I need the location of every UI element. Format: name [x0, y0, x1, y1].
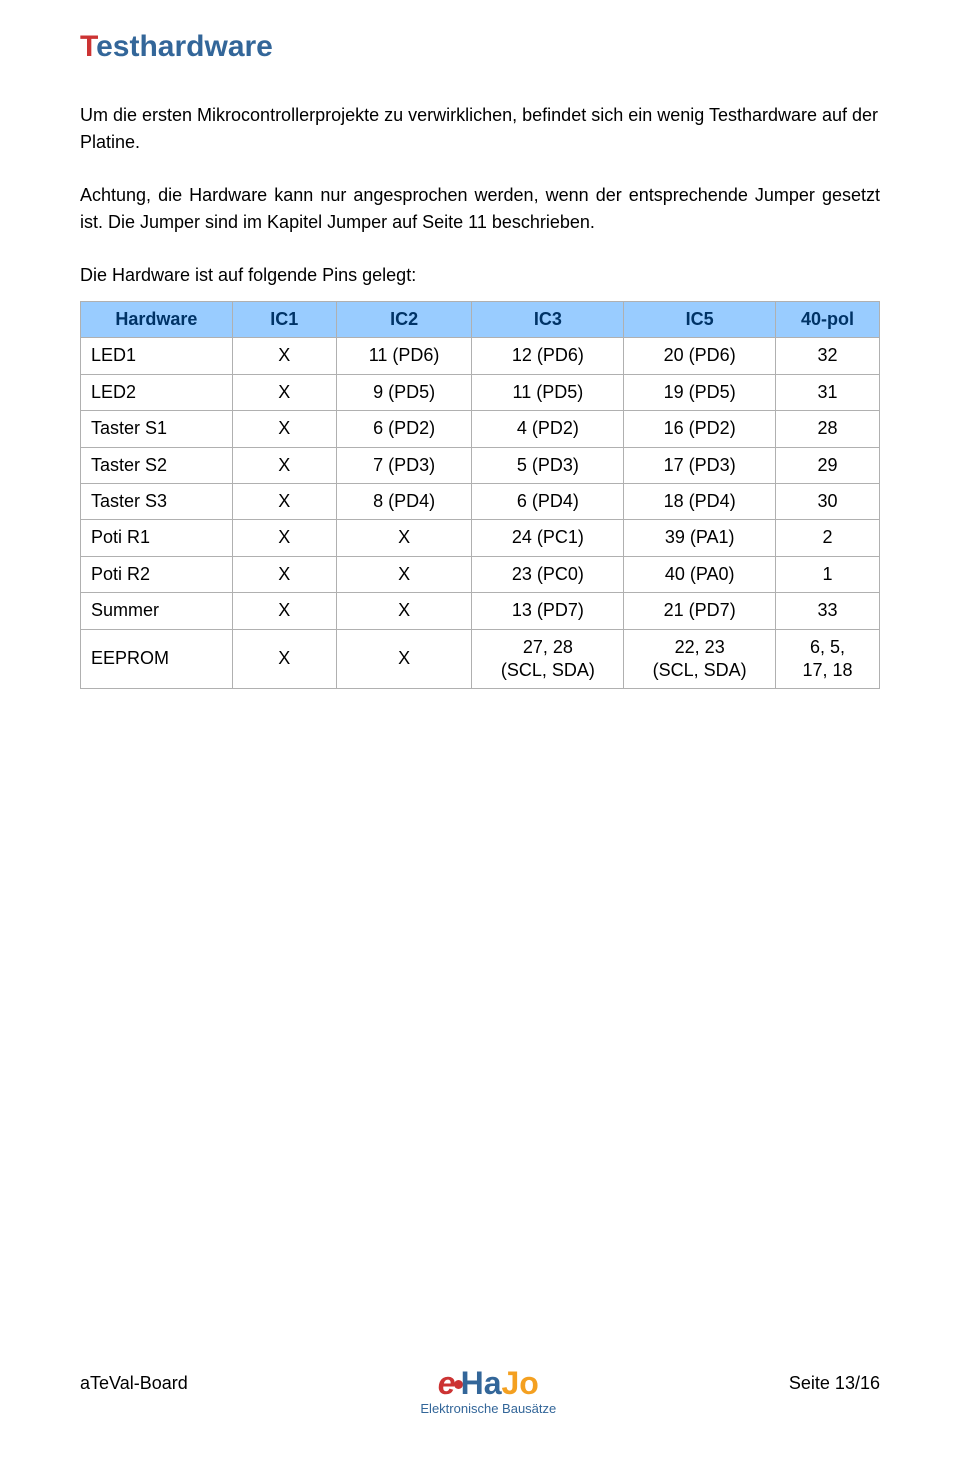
- table-cell: X: [232, 374, 336, 410]
- table-cell: 6 (PD2): [336, 411, 472, 447]
- table-header-row: HardwareIC1IC2IC3IC540-pol: [81, 302, 880, 338]
- table-cell: 9 (PD5): [336, 374, 472, 410]
- table-cell: 13 (PD7): [472, 593, 624, 629]
- hardware-pin-table: HardwareIC1IC2IC3IC540-pol LED1X11 (PD6)…: [80, 301, 880, 689]
- table-cell: 7 (PD3): [336, 447, 472, 483]
- table-row: Taster S1X6 (PD2)4 (PD2)16 (PD2)28: [81, 411, 880, 447]
- title-rest: esthardware: [96, 30, 273, 63]
- table-cell: 12 (PD6): [472, 338, 624, 374]
- table-cell: X: [336, 520, 472, 556]
- table-cell: 11 (PD6): [336, 338, 472, 374]
- table-cell: X: [336, 629, 472, 689]
- table-row: Poti R2XX23 (PC0)40 (PA0)1: [81, 556, 880, 592]
- table-row-header: LED2: [81, 374, 233, 410]
- table-cell: 17 (PD3): [624, 447, 776, 483]
- table-cell: X: [232, 411, 336, 447]
- table-cell: 28: [776, 411, 880, 447]
- table-row: EEPROMXX27, 28(SCL, SDA)22, 23(SCL, SDA)…: [81, 629, 880, 689]
- table-cell: 22, 23(SCL, SDA): [624, 629, 776, 689]
- table-cell: 30: [776, 483, 880, 519]
- table-cell: 18 (PD4): [624, 483, 776, 519]
- table-cell: 19 (PD5): [624, 374, 776, 410]
- table-row-header: Taster S2: [81, 447, 233, 483]
- table-cell: 11 (PD5): [472, 374, 624, 410]
- logo-jo-letters: Jo: [502, 1365, 539, 1401]
- table-cell: 23 (PC0): [472, 556, 624, 592]
- page-title: Testhardware: [80, 30, 880, 64]
- table-row-header: Taster S1: [81, 411, 233, 447]
- table-row-header: Taster S3: [81, 483, 233, 519]
- table-cell: X: [336, 593, 472, 629]
- table-cell: 2: [776, 520, 880, 556]
- table-row: Poti R1XX24 (PC1)39 (PA1)2: [81, 520, 880, 556]
- table-cell: 6 (PD4): [472, 483, 624, 519]
- table-cell: 4 (PD2): [472, 411, 624, 447]
- footer-logo: eHaJo Elektronische Bausätze: [420, 1367, 556, 1416]
- paragraph-2: Achtung, die Hardware kann nur angesproc…: [80, 182, 880, 236]
- table-cell: 27, 28(SCL, SDA): [472, 629, 624, 689]
- table-row: SummerXX13 (PD7)21 (PD7)33: [81, 593, 880, 629]
- table-cell: 16 (PD2): [624, 411, 776, 447]
- table-col-header: 40-pol: [776, 302, 880, 338]
- table-cell: 31: [776, 374, 880, 410]
- table-cell: X: [232, 520, 336, 556]
- footer-right: Seite 13/16: [789, 1367, 880, 1394]
- table-cell: 8 (PD4): [336, 483, 472, 519]
- table-cell: 6, 5,17, 18: [776, 629, 880, 689]
- paragraph-3: Die Hardware ist auf folgende Pins geleg…: [80, 262, 880, 289]
- table-col-header: IC2: [336, 302, 472, 338]
- title-firstletter: T: [80, 30, 96, 63]
- table-row-header: LED1: [81, 338, 233, 374]
- logo-main: eHaJo: [420, 1367, 556, 1399]
- logo-e-letter: e: [438, 1365, 456, 1401]
- table-cell: 32: [776, 338, 880, 374]
- table-cell: 1: [776, 556, 880, 592]
- table-cell: X: [232, 447, 336, 483]
- table-row-header: EEPROM: [81, 629, 233, 689]
- table-cell: 21 (PD7): [624, 593, 776, 629]
- table-cell: X: [232, 556, 336, 592]
- table-col-header: IC5: [624, 302, 776, 338]
- table-cell: X: [232, 483, 336, 519]
- table-row: Taster S3X8 (PD4)6 (PD4)18 (PD4)30: [81, 483, 880, 519]
- table-row: LED1X11 (PD6)12 (PD6)20 (PD6)32: [81, 338, 880, 374]
- table-cell: 5 (PD3): [472, 447, 624, 483]
- table-cell: 40 (PA0): [624, 556, 776, 592]
- table-col-header: IC1: [232, 302, 336, 338]
- table-cell: 33: [776, 593, 880, 629]
- logo-ha-letters: Ha: [461, 1365, 502, 1401]
- logo-subtitle: Elektronische Bausätze: [420, 1401, 556, 1416]
- table-col-header: IC3: [472, 302, 624, 338]
- table-col-header: Hardware: [81, 302, 233, 338]
- footer-left: aTeVal-Board: [80, 1367, 188, 1394]
- table-cell: 39 (PA1): [624, 520, 776, 556]
- table-cell: X: [336, 556, 472, 592]
- table-cell: X: [232, 338, 336, 374]
- table-row-header: Summer: [81, 593, 233, 629]
- paragraph-1: Um die ersten Mikrocontrollerprojekte zu…: [80, 102, 880, 156]
- table-row: LED2X9 (PD5)11 (PD5)19 (PD5)31: [81, 374, 880, 410]
- table-cell: 20 (PD6): [624, 338, 776, 374]
- table-row-header: Poti R1: [81, 520, 233, 556]
- table-cell: 29: [776, 447, 880, 483]
- table-cell: 24 (PC1): [472, 520, 624, 556]
- table-row: Taster S2X7 (PD3)5 (PD3)17 (PD3)29: [81, 447, 880, 483]
- page-footer: aTeVal-Board eHaJo Elektronische Bausätz…: [80, 1367, 880, 1439]
- table-cell: X: [232, 629, 336, 689]
- table-row-header: Poti R2: [81, 556, 233, 592]
- table-cell: X: [232, 593, 336, 629]
